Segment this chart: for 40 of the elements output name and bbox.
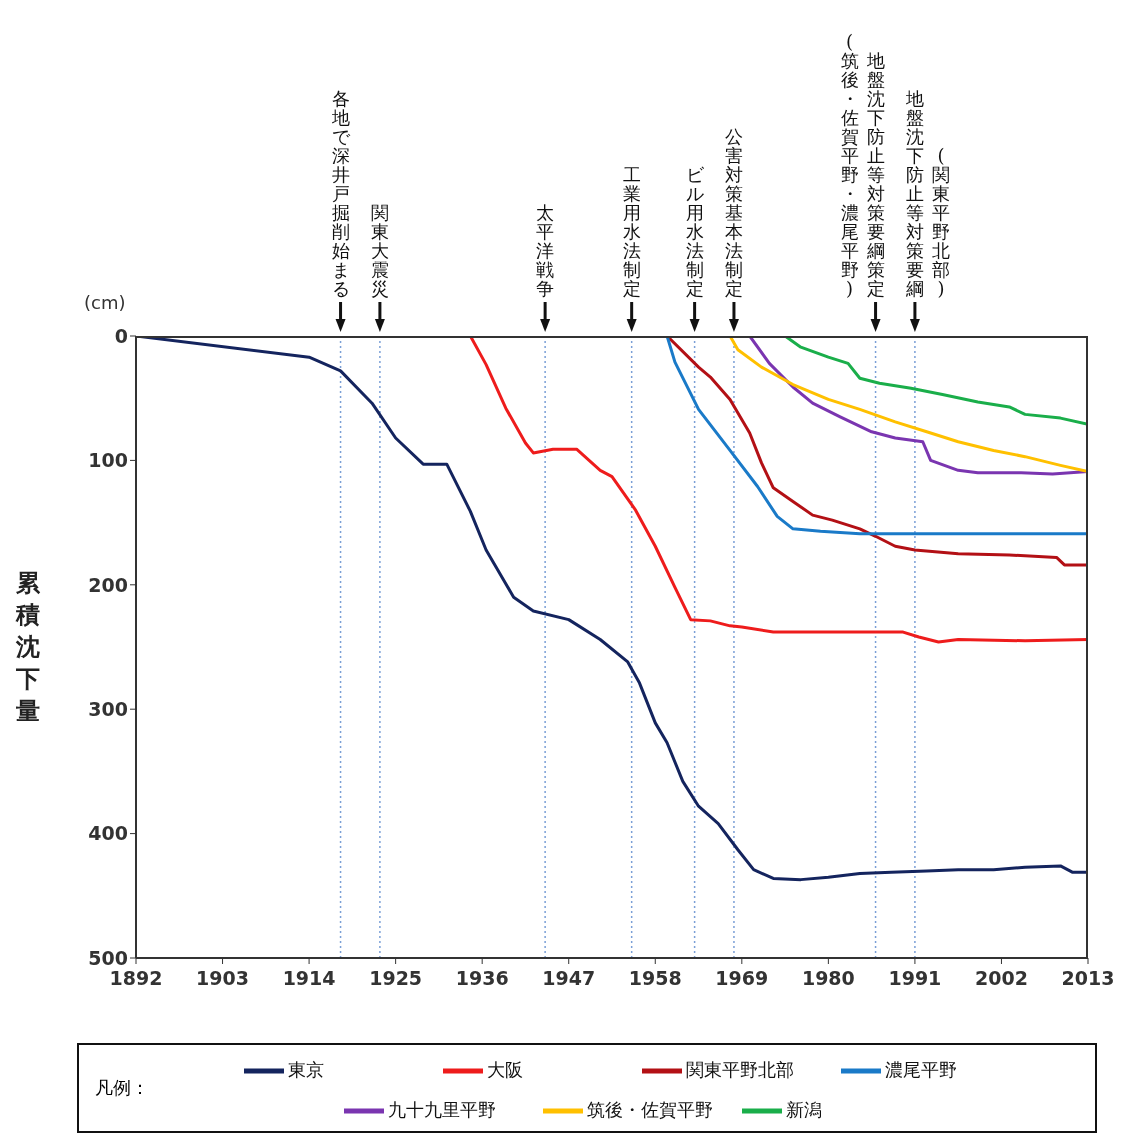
ref-line-label: 太平洋戦争 (536, 202, 555, 299)
y-tick-label: 400 (88, 822, 128, 845)
legend-label: 筑後・佐賀平野 (586, 1098, 714, 1122)
x-tick-label: 1958 (628, 967, 682, 990)
x-tick-label: 1903 (196, 967, 249, 990)
text: 公害対策基本法制定 (724, 126, 743, 299)
x-tick-label: 1914 (282, 967, 336, 990)
x-tick-label: 1925 (369, 967, 423, 990)
x-tick-label: 2002 (975, 967, 1028, 990)
x-tick-label: 2013 (1061, 967, 1115, 990)
ref-line-label: ビル用水法制定 (685, 164, 705, 299)
y-axis-title: 累積沈下量 (15, 569, 41, 725)
x-tick-label: 1936 (455, 967, 509, 990)
line-series (783, 336, 1088, 426)
text: 地盤沈下防止等対策要綱 (905, 88, 924, 299)
x-tick-label: 1991 (888, 967, 942, 990)
legend-label: 関東平野北部 (686, 1058, 795, 1082)
y-tick-label: 200 (88, 573, 128, 596)
text: (関東平野北部) (931, 145, 950, 299)
text: 地盤沈下防止等対策要綱策定 (866, 50, 885, 299)
y-tick-label: 100 (88, 449, 128, 472)
ref-line-label: 関東大震災 (370, 202, 389, 299)
text: (cm) (84, 292, 126, 313)
legend-title: 凡例： (95, 1076, 149, 1100)
legend-label: 濃尾平野 (885, 1058, 958, 1082)
text: 各地で深井戸掘削始まる (331, 88, 350, 299)
x-tick-label: 1947 (542, 967, 596, 990)
y-tick-label: 500 (88, 946, 128, 969)
x-tick-label: 1969 (715, 967, 769, 990)
text: (筑後・佐賀平野・濃尾平野) (840, 31, 859, 299)
x-tick-label: 1980 (801, 967, 855, 990)
x-tick-label: 1892 (109, 967, 163, 990)
y-tick-label: 300 (88, 697, 128, 720)
line-series (468, 336, 1088, 644)
legend-label: 新潟 (785, 1098, 823, 1122)
y-tick-label: 0 (114, 324, 128, 347)
ref-line-label: 工業用水法制定 (622, 164, 641, 299)
legend-label: 大阪 (487, 1058, 524, 1082)
legend-label: 東京 (288, 1058, 325, 1082)
legend-label: 九十九里平野 (387, 1098, 497, 1122)
